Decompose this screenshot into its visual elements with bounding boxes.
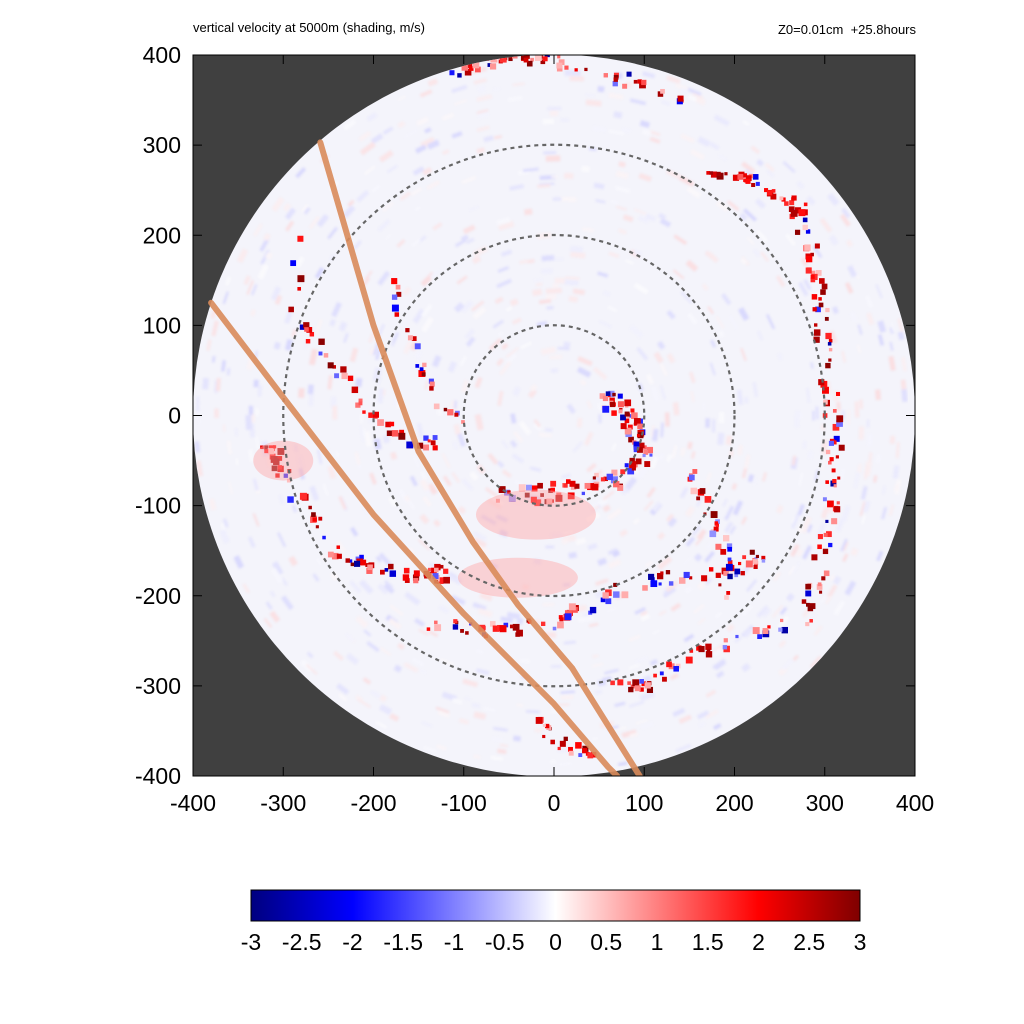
- reference-circle: [372, 233, 736, 598]
- colorbar-tick-label: 2: [752, 929, 765, 955]
- chart-title: vertical velocity at 5000m (shading, m/s…: [193, 20, 425, 35]
- colorbar-tick-label: 1.5: [692, 929, 724, 955]
- colorbar-tick-label: 1: [651, 929, 664, 955]
- track-lines: [208, 139, 643, 776]
- y-tick-label: 0: [168, 403, 181, 429]
- colorbar-ticks: -3 -2.5 -2 -1.5 -1 -0.5 0 0.5 1 1.5 2 2.5 3: [241, 929, 867, 955]
- axis-ticks: -400 -300 -200 -100 0 100 200 300 400 400 300 200 10…: [135, 42, 934, 816]
- reference-circle: [462, 324, 646, 507]
- colorbar-tick-label: 2.5: [793, 929, 825, 955]
- x-tick-label: 0: [548, 790, 561, 816]
- reference-circle: [282, 143, 826, 688]
- y-tick-label: -200: [135, 583, 181, 609]
- colorbar-tick-label: 3: [854, 929, 867, 955]
- colorbar-tick-label: 0: [549, 929, 562, 955]
- x-tick-label: 200: [715, 790, 753, 816]
- track-line: [208, 299, 621, 776]
- x-tick-label: -100: [441, 790, 487, 816]
- reference-circles: [282, 143, 826, 688]
- x-tick-label: -300: [260, 790, 306, 816]
- colorbar-tick-label: -0.5: [485, 929, 525, 955]
- y-tick-label: 300: [143, 132, 181, 158]
- colorbar-tick-label: -3: [241, 929, 261, 955]
- track-line: [317, 139, 643, 776]
- colorbar: [250, 889, 861, 922]
- x-tick-label: -200: [350, 790, 396, 816]
- x-tick-label: 300: [806, 790, 844, 816]
- y-tick-label: -100: [135, 493, 181, 519]
- chart-subtitle: Z0=0.01cm +25.8hours: [777, 22, 916, 37]
- y-tick-label: -300: [135, 673, 181, 699]
- y-tick-label: -400: [135, 763, 181, 789]
- colorbar-tick-label: -1.5: [383, 929, 423, 955]
- x-tick-label: 100: [625, 790, 663, 816]
- y-tick-label: 200: [143, 222, 181, 248]
- x-tick-label: -400: [170, 790, 216, 816]
- colorbar-tick-label: -1: [444, 929, 464, 955]
- y-tick-label: 100: [143, 312, 181, 338]
- x-tick-label: 400: [896, 790, 934, 816]
- colorbar-tick-label: 0.5: [590, 929, 622, 955]
- colorbar-tick-label: -2.5: [282, 929, 322, 955]
- y-tick-label: 400: [143, 42, 181, 68]
- colorbar-tick-label: -2: [342, 929, 362, 955]
- model-domain-disk: [193, 55, 915, 776]
